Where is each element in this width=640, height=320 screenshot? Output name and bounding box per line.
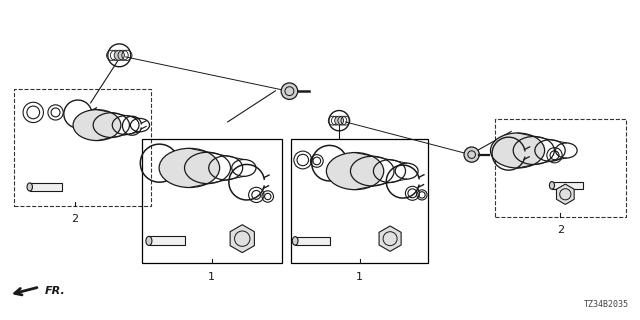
- Text: 2: 2: [71, 214, 78, 224]
- Polygon shape: [379, 226, 401, 252]
- Ellipse shape: [490, 133, 545, 168]
- Bar: [552, 181, 582, 189]
- Text: TZ34B2035: TZ34B2035: [584, 300, 629, 309]
- Ellipse shape: [292, 236, 298, 245]
- Polygon shape: [557, 184, 574, 204]
- Ellipse shape: [114, 50, 124, 60]
- Bar: [295, 236, 330, 245]
- Ellipse shape: [73, 110, 121, 140]
- Polygon shape: [230, 225, 254, 252]
- Ellipse shape: [326, 153, 384, 190]
- Text: 1: 1: [356, 272, 363, 282]
- Text: 2: 2: [557, 225, 564, 235]
- Ellipse shape: [335, 116, 344, 125]
- Text: 1: 1: [208, 272, 215, 282]
- Ellipse shape: [281, 83, 298, 100]
- Ellipse shape: [549, 181, 554, 189]
- Ellipse shape: [146, 236, 152, 245]
- Ellipse shape: [27, 183, 33, 191]
- Bar: [149, 236, 185, 245]
- Ellipse shape: [464, 147, 479, 162]
- Text: FR.: FR.: [45, 286, 65, 296]
- Bar: [29, 183, 62, 191]
- Ellipse shape: [159, 148, 220, 188]
